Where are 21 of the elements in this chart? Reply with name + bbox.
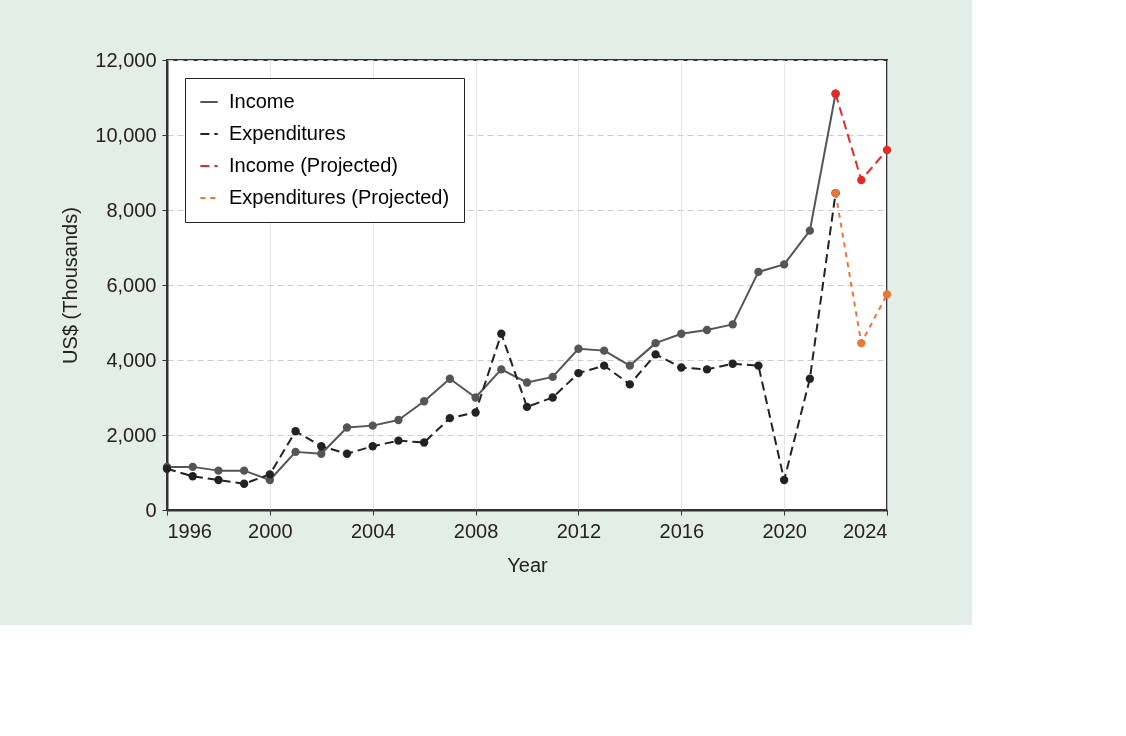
y-axis-title: US$ (Thousands) <box>59 207 82 364</box>
legend-label: Expenditures (Projected) <box>229 186 450 208</box>
legend-label: Expenditures <box>229 122 346 144</box>
x-tick-label: 2000 <box>248 519 293 542</box>
legend-label: Income (Projected) <box>229 154 398 176</box>
x-tick-label: 1996 <box>167 519 212 542</box>
legend-label: Income <box>229 90 295 112</box>
x-tick-label: 2016 <box>659 519 705 542</box>
y-tick-label: 12,000 <box>95 48 157 71</box>
x-tick-label: 2008 <box>453 519 499 542</box>
y-tick-label: 2,000 <box>106 423 157 446</box>
y-tick-label: 10,000 <box>95 123 157 146</box>
y-tick-label: 6,000 <box>106 273 157 296</box>
x-axis-title: Year <box>507 553 549 576</box>
x-tick-label: 2020 <box>762 519 807 542</box>
x-tick-label: 2024 <box>843 519 888 542</box>
y-tick-label: 4,000 <box>106 348 157 371</box>
y-tick-label: 0 <box>145 498 157 521</box>
x-tick-label: 2012 <box>556 519 602 542</box>
y-tick-label: 8,000 <box>106 198 157 221</box>
x-tick-label: 2004 <box>350 519 396 542</box>
